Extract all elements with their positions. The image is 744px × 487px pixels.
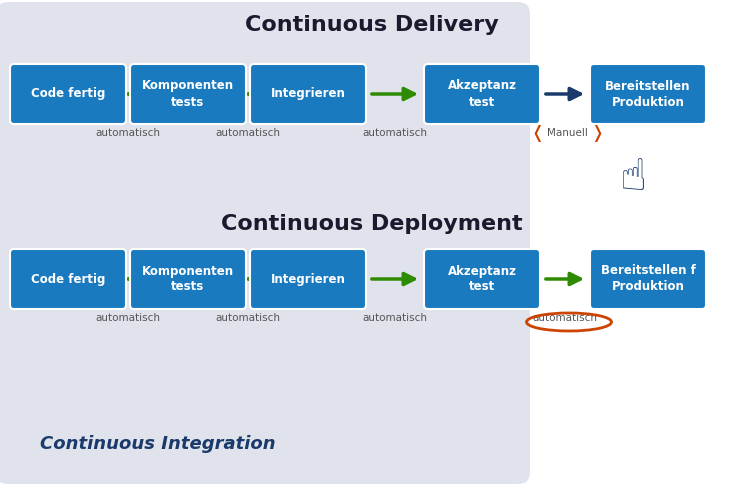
FancyBboxPatch shape: [424, 249, 540, 309]
FancyBboxPatch shape: [250, 249, 366, 309]
Text: automatisch: automatisch: [216, 313, 280, 323]
Text: Continuous Deployment: Continuous Deployment: [221, 214, 523, 234]
FancyBboxPatch shape: [10, 249, 126, 309]
Text: automatisch: automatisch: [362, 313, 428, 323]
FancyBboxPatch shape: [10, 64, 126, 124]
Text: automatisch: automatisch: [533, 313, 597, 323]
Text: Code fertig: Code fertig: [31, 88, 105, 100]
Text: Komponenten
tests: Komponenten tests: [142, 79, 234, 109]
Text: Integrieren: Integrieren: [271, 273, 345, 285]
Text: Akzeptanz
test: Akzeptanz test: [447, 79, 516, 109]
Text: automatisch: automatisch: [95, 128, 161, 138]
Text: Code fertig: Code fertig: [31, 273, 105, 285]
Text: ❭: ❭: [590, 124, 604, 142]
FancyBboxPatch shape: [130, 249, 246, 309]
FancyBboxPatch shape: [590, 64, 706, 124]
FancyBboxPatch shape: [250, 64, 366, 124]
Text: Manuell: Manuell: [547, 128, 588, 138]
Text: automatisch: automatisch: [216, 128, 280, 138]
FancyBboxPatch shape: [424, 64, 540, 124]
Text: automatisch: automatisch: [362, 128, 428, 138]
Text: Akzeptanz
test: Akzeptanz test: [447, 264, 516, 294]
Text: ❬: ❬: [530, 124, 544, 142]
Text: Bereitstellen
Produktion: Bereitstellen Produktion: [606, 79, 690, 109]
FancyBboxPatch shape: [590, 249, 706, 309]
Text: ☝: ☝: [620, 156, 647, 200]
FancyBboxPatch shape: [130, 64, 246, 124]
Text: Bereitstellen f
Produktion: Bereitstellen f Produktion: [600, 264, 696, 294]
Text: Continuous Delivery: Continuous Delivery: [245, 15, 499, 35]
Text: Integrieren: Integrieren: [271, 88, 345, 100]
Text: automatisch: automatisch: [95, 313, 161, 323]
FancyBboxPatch shape: [0, 2, 530, 484]
Text: Komponenten
tests: Komponenten tests: [142, 264, 234, 294]
Text: Continuous Integration: Continuous Integration: [40, 435, 276, 453]
